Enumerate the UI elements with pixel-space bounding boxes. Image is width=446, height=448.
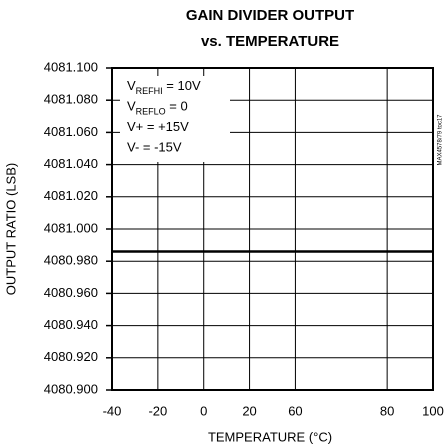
chart-title: GAIN DIVIDER OUTPUT <box>186 7 354 24</box>
x-tick-label: 20 <box>242 403 256 418</box>
y-tick-label: 4080.900 <box>44 381 98 396</box>
x-tick-label: 80 <box>380 403 394 418</box>
annotation: VREFLO = 0 <box>127 99 188 117</box>
x-tick-label: -40 <box>103 403 122 418</box>
y-tick-label: 4081.080 <box>44 92 98 107</box>
x-tick-label: 60 <box>288 403 302 418</box>
y-tick-label: 4080.960 <box>44 285 98 300</box>
y-tick-label: 4080.920 <box>44 349 98 364</box>
annotation: V- = -15V <box>127 140 182 155</box>
annotation-part: V <box>127 99 136 114</box>
y-axis-label: OUTPUT RATIO (LSB) <box>3 163 18 295</box>
plot-frame <box>111 67 434 391</box>
annotation-part: REFHI <box>136 86 163 96</box>
y-tick-label: 4081.040 <box>44 156 98 171</box>
annotation-part: V+ = +15V <box>127 119 189 134</box>
annotation-part: V- = -15V <box>127 140 182 155</box>
annotation-part: V <box>127 78 136 93</box>
x-axis-label: TEMPERATURE (°C) <box>208 429 332 444</box>
y-tick-label: 4081.020 <box>44 188 98 203</box>
annotation-part: REFLO <box>136 107 166 117</box>
y-tick-label: 4080.980 <box>44 253 98 268</box>
annotation-background <box>120 76 230 162</box>
y-tick-label: 4081.000 <box>44 220 98 235</box>
side-note: MAX4578/79 toc17 <box>438 114 444 166</box>
annotation: V+ = +15V <box>127 119 189 134</box>
y-tick-label: 4081.060 <box>44 124 98 139</box>
x-tick-label: -20 <box>148 403 167 418</box>
chart-subtitle: vs. TEMPERATURE <box>201 33 339 50</box>
x-tick-label: 100 <box>422 403 444 418</box>
y-tick-label: 4080.940 <box>44 317 98 332</box>
annotation-part: = 10V <box>163 78 201 93</box>
x-tick-label: 0 <box>200 403 207 418</box>
annotation: VREFHI = 10V <box>127 78 201 96</box>
annotation-part: = 0 <box>166 99 188 114</box>
y-tick-label: 4081.100 <box>44 59 98 74</box>
